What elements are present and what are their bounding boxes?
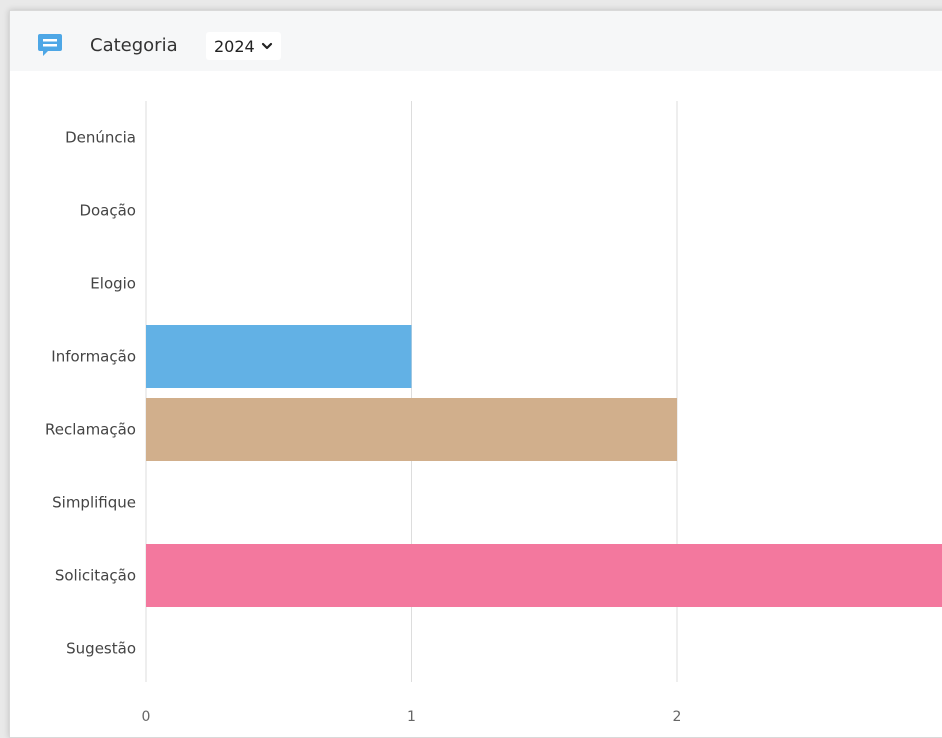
category-label: Sugestão [66, 640, 136, 658]
category-label: Denúncia [65, 129, 136, 147]
x-tick-label: 1 [407, 709, 416, 725]
bar[interactable] [146, 325, 412, 388]
bar[interactable] [146, 544, 942, 607]
chart-title: Categoria [90, 35, 178, 56]
year-select[interactable]: 2024 [206, 32, 281, 60]
chevron-down-icon [261, 42, 272, 50]
chart-area: 0 1 2 Denúncia Doação Elogio Informação Reclama… [10, 71, 942, 737]
x-tick-label: 2 [673, 709, 682, 725]
chart-header: Categoria 2024 [10, 11, 942, 71]
category-label: Reclamação [45, 421, 136, 439]
category-label: Informação [51, 348, 136, 366]
bar[interactable] [146, 398, 677, 461]
chat-bubble-icon [38, 34, 62, 56]
category-label: Elogio [90, 275, 136, 293]
category-label: Doação [79, 202, 136, 220]
category-label: Simplifique [52, 494, 136, 512]
category-label: Solicitação [55, 567, 136, 585]
x-tick-label: 0 [142, 709, 151, 725]
chart-card: Categoria 2024 0 1 2 Denúncia Doação Elogio In… [9, 10, 942, 738]
year-select-value: 2024 [214, 36, 255, 56]
bar-chart: 0 1 2 Denúncia Doação Elogio Informação Reclama… [45, 101, 942, 725]
